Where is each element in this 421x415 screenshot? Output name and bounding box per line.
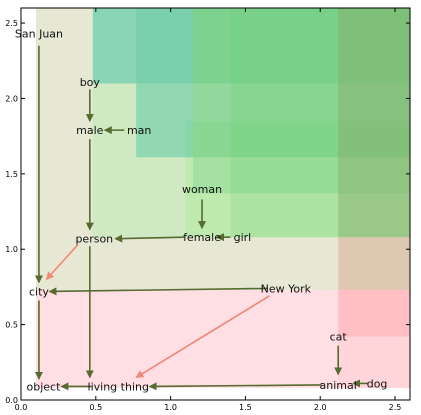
word-label-woman: woman [182, 183, 222, 196]
arrow-15 [135, 295, 270, 379]
arrow-11 [148, 382, 322, 391]
word-label-animal: animal [320, 379, 357, 392]
arrow-14 [45, 244, 79, 281]
word-label-dog: dog [367, 377, 388, 390]
arrow-9 [48, 287, 268, 296]
x-tick-label-1: 0.5 [89, 403, 102, 412]
x-tick-label-3: 1.5 [239, 403, 252, 412]
word-label-girl: girl [234, 231, 252, 244]
word-label-living-thing: living thing [88, 380, 149, 393]
plot-frame [20, 7, 411, 401]
region-0 [35, 289, 410, 388]
region-layer [35, 8, 411, 388]
y-tick-label-1: 0.5 [5, 321, 18, 330]
region-9 [230, 8, 410, 238]
region-10 [338, 8, 410, 238]
arrow-6 [114, 234, 185, 243]
x-tick-label-4: 2.0 [314, 403, 327, 412]
region-8 [193, 8, 410, 194]
region-11 [338, 237, 410, 290]
region-5 [136, 8, 410, 158]
y-tick-label-3: 1.5 [5, 170, 18, 179]
word-label-san-juan: San Juan [15, 28, 63, 41]
region-12 [338, 289, 410, 337]
word-label-object: object [26, 380, 61, 393]
x-tick-label-2: 1.0 [164, 403, 177, 412]
region-6 [92, 8, 194, 84]
x-tick-label-5: 2.5 [389, 403, 402, 412]
arrow-layer [34, 45, 369, 391]
y-tick-label-4: 2.0 [5, 94, 18, 103]
tick-layer: 0.0 0.5 1.0 1.5 2.0 2.5 0.0 0.5 1.0 1.5 2.0 2.5 [5, 8, 410, 412]
region-4 [92, 8, 411, 84]
region-3 [185, 121, 410, 238]
region-7 [136, 83, 194, 158]
region-13 [338, 336, 410, 388]
word-label-person: person [75, 233, 113, 246]
word-layer: San Juan boy male man woman person female girl c… [15, 28, 388, 394]
word-label-boy: boy [80, 76, 101, 89]
word-label-male: male [76, 124, 104, 137]
x-tick-label-0: 0.0 [15, 403, 28, 412]
word-label-man: man [127, 124, 151, 137]
y-tick-label-2: 1.0 [5, 245, 18, 254]
word-label-cat: cat [330, 331, 348, 344]
word-label-city: city [29, 285, 49, 298]
word-label-new-york: New York [261, 282, 312, 295]
y-tick-label-5: 2.5 [5, 19, 18, 28]
word-label-female: female [183, 231, 221, 244]
region-2 [92, 8, 411, 238]
y-tick-label-0: 0.0 [5, 396, 18, 405]
